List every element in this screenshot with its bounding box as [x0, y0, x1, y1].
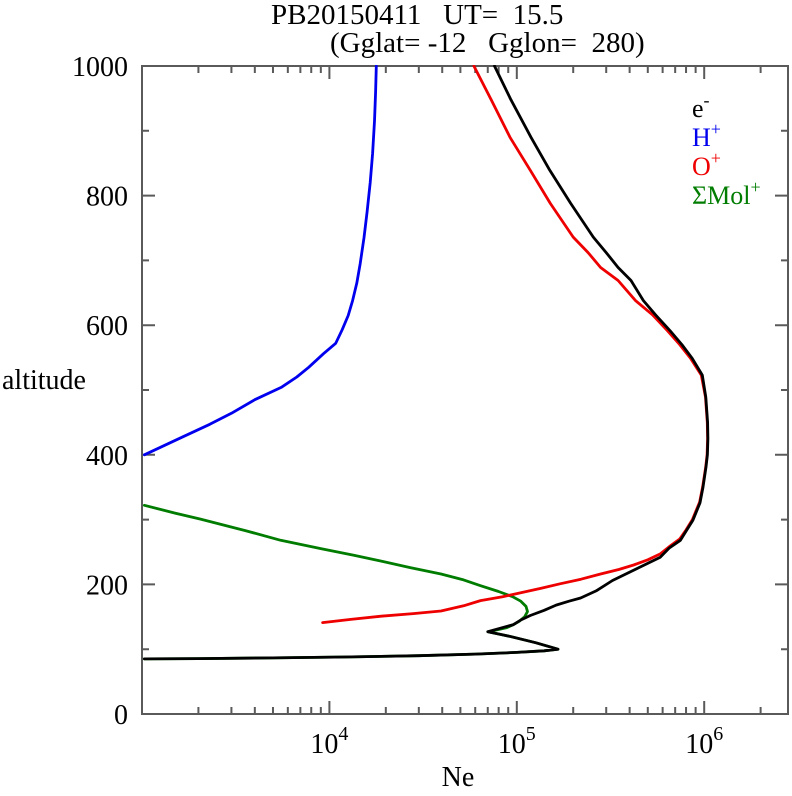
y-tick-label: 200	[86, 570, 128, 601]
tick-labels: 0 200 400 600 800 1000 104 105 106	[72, 52, 723, 760]
axis-ticks	[142, 66, 788, 714]
y-tick-label: 1000	[72, 52, 128, 83]
x-axis-label: Ne	[442, 762, 475, 793]
legend-item-h-plus: H+	[692, 119, 721, 152]
legend-item-electron: e-	[692, 90, 710, 123]
x-tick-label: 104	[310, 723, 348, 760]
h-plus-curve	[142, 65, 378, 457]
plot-title: PB20150411 UT= 15.5	[271, 0, 563, 31]
electron-curve	[142, 65, 710, 661]
o-plus-curve	[321, 65, 709, 624]
y-tick-label: 800	[86, 182, 128, 213]
molecular-ions-curve	[142, 503, 560, 661]
y-tick-label: 600	[86, 311, 128, 342]
y-tick-label: 0	[114, 700, 128, 731]
curves	[142, 65, 710, 661]
plot-frame	[141, 65, 789, 715]
legend-item-molecular-ions: ΣMol+	[692, 177, 761, 210]
legend-item-o-plus: O+	[692, 148, 721, 181]
plot-subtitle: (Gglat= -12 Gglon= 280)	[330, 27, 645, 59]
y-tick-label: 400	[86, 441, 128, 472]
x-tick-label: 106	[685, 723, 723, 760]
legend: e-H+O+ΣMol+	[692, 90, 761, 210]
y-axis-label: altitude	[2, 365, 86, 396]
x-tick-label: 105	[498, 723, 536, 760]
